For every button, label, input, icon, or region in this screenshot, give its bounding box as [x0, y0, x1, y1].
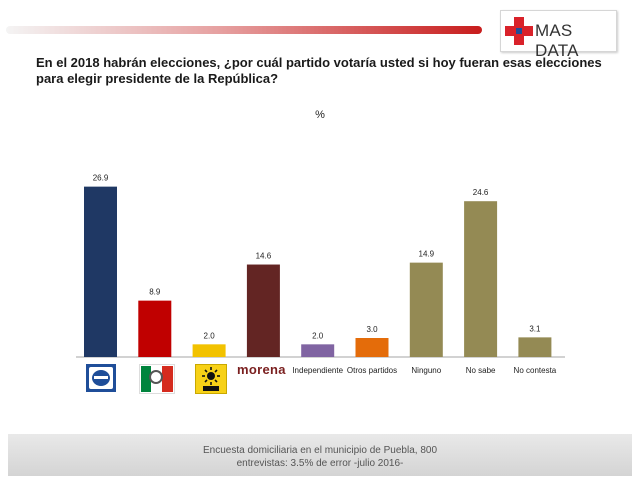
bar-no-sabe — [464, 201, 498, 357]
category-label: No sabe — [466, 366, 496, 375]
data-label: 3.1 — [529, 324, 541, 333]
brand-name: MAS DATA — [535, 21, 579, 60]
bar-otros-partidos — [355, 338, 389, 357]
data-label: 8.9 — [149, 288, 161, 297]
sun-icon — [202, 367, 220, 391]
footer-note: Encuesta domiciliaria en el municipio de… — [8, 434, 632, 476]
data-label: 26.9 — [93, 174, 109, 183]
morena-logo: morena — [237, 362, 286, 377]
footer-line-2: entrevistas: 3.5% de error -julio 2016- — [236, 458, 404, 469]
footer-line-1: Encuesta domiciliaria en el municipio de… — [202, 445, 438, 456]
bar-pri — [138, 300, 172, 357]
category-label: No contesta — [514, 366, 557, 375]
bar-prd — [192, 344, 226, 357]
pan-logo — [86, 364, 116, 392]
chart-question: En el 2018 habrán elecciones, ¿por cuál … — [36, 55, 602, 86]
data-label: 24.6 — [473, 188, 489, 197]
category-label: Otros partidos — [347, 366, 397, 375]
bar-morena — [246, 264, 280, 357]
unit-label: % — [315, 109, 325, 121]
brand-logo: MAS DATA — [500, 10, 617, 60]
bar-no-contesta — [518, 337, 552, 357]
data-label: 2.0 — [204, 331, 216, 340]
bar-chart: 26.9 8.9 2.0 14.6 2.0 Independiente 3.0 Otros p… — [76, 174, 565, 375]
prd-logo — [195, 364, 227, 394]
category-label: Ninguno — [411, 366, 441, 375]
bar-independiente — [301, 344, 335, 357]
red-cross-icon — [505, 17, 533, 45]
header-bar — [6, 26, 482, 34]
data-label: 14.6 — [256, 252, 272, 261]
category-label: Independiente — [292, 366, 343, 375]
data-label: 3.0 — [366, 325, 378, 334]
data-label: 2.0 — [312, 331, 324, 340]
pri-logo — [139, 364, 175, 394]
bar-pan — [84, 186, 117, 357]
bar-ninguno — [409, 262, 443, 357]
data-label: 14.9 — [419, 250, 435, 259]
